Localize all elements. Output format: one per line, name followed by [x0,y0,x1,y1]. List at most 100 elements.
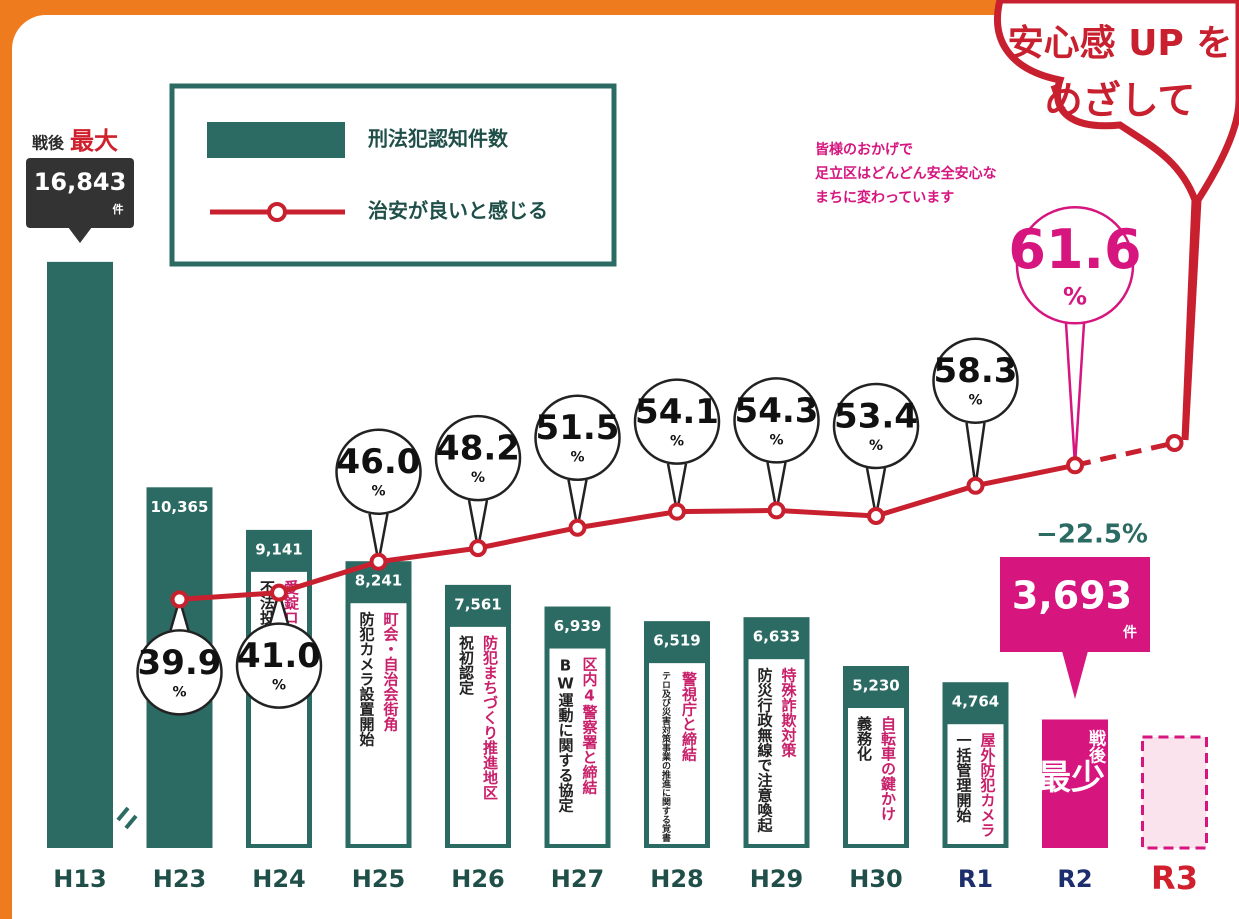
line-point [668,502,686,521]
bar-value-label: 5,230 [852,676,899,694]
line-value-label: 39.9 [138,643,222,683]
bar-note: 防犯まちづくり推進地区 [481,634,499,800]
callout [235,622,323,709]
legend-swatch [207,122,345,158]
bar-note: 防犯カメラ設置開始 [358,610,376,747]
line-point [767,501,786,520]
callout [136,629,223,716]
line-value-label: 61.6 [1008,218,1141,281]
note-line: 皆様のおかげで [815,141,913,158]
bar-note-area [350,603,407,844]
bar-unit-label: 件 [1123,624,1137,641]
bar-note-area [748,659,805,844]
line-unit-label: % [371,484,385,500]
legend-label: 治安が良いと感じる [368,199,548,223]
bar [47,261,113,848]
line-point [369,552,388,571]
line-value-label: 48.2 [436,429,520,469]
line-unit-label: % [471,470,485,486]
max-callout [68,227,92,243]
bar-note-area [947,724,1004,844]
line-point [966,476,985,495]
bar-unit-label: 件 [113,202,124,216]
x-tick-label: R1 [958,865,993,893]
slogan-line: めざして [1045,79,1196,123]
callout [335,428,422,515]
line [179,462,1076,602]
line-point [170,590,189,609]
slogan-bubble [994,0,1239,441]
line-point [568,518,587,537]
slogan-line: 安心感 UP を [1008,23,1233,64]
bar-note: 自転車の鍵かけ [879,715,897,821]
bar-note: 義務化 [855,715,873,761]
callout [1015,206,1135,325]
line-value-label: 41.0 [237,636,321,676]
x-tick-label: H24 [252,865,305,893]
line-unit-label: % [172,684,186,700]
max-prefix: 戦後 [32,134,65,153]
bar-value-label: 6,939 [554,617,601,635]
min-callout [1000,557,1150,652]
line-unit-label: % [968,393,982,409]
bar-note: 町会・自治会街角 [382,611,400,732]
bar-note-area [848,707,904,844]
x-tick-label: H26 [451,865,504,893]
bar-note: 特殊詐欺対策 [780,666,798,758]
line-unit-label: % [1063,282,1087,310]
line-unit-label: % [670,434,684,450]
callout [832,382,920,470]
note-line: まちに変わっています [815,189,954,206]
x-tick-label: H28 [650,865,703,893]
callout [534,394,621,481]
line-value-label: 54.1 [635,392,719,432]
line-value-label: 54.3 [735,391,819,431]
line-unit-label: % [570,450,584,466]
line-value-label: 46.0 [337,442,421,482]
max-callout [26,158,134,228]
bar-note: 警視庁と締結 [680,670,698,762]
callout [733,377,820,464]
line-value-label: 51.5 [536,408,620,448]
bar-note-area [450,626,506,844]
bar-value-label: 10,365 [151,498,209,516]
axis-break [116,806,138,830]
bar-value-label: 16,843 [34,168,127,196]
line-point [469,539,487,558]
x-tick-label: H25 [352,865,405,893]
x-tick-label: H13 [53,865,106,893]
line-unit-label: % [769,432,783,448]
x-tick-label: H27 [551,865,604,893]
bar-note-area [649,663,705,844]
note-line: 足立区はどんどん安全安心な [815,165,997,182]
bar-value-label: 6,519 [653,632,700,650]
bar [1042,719,1108,848]
bar-note: BW運動に関する協定 [557,657,575,814]
callout [932,337,1019,424]
line-point [270,583,288,602]
placeholder-bar [1141,735,1208,850]
max-main: 最大 [70,127,118,155]
trend-extension-point [1165,434,1184,452]
bar-value-label: 7,561 [454,595,501,613]
min-prefix: 戦後 [1085,728,1106,764]
panel [12,15,1239,919]
bar-value-label: 3,693 [1012,574,1132,618]
legend-box [169,83,617,267]
bar-note: 防災行政無線で注意喚起 [756,666,774,833]
bar-value-label: 8,241 [355,572,402,590]
bar-note: 一括管理開始 [955,732,973,823]
x-tick-label: R3 [1151,859,1198,897]
x-tick-label: R2 [1057,865,1092,893]
bar-value-label: 9,141 [255,540,302,558]
line-unit-label: % [869,438,883,454]
x-tick-label: H30 [849,865,902,893]
line-unit-label: % [272,678,286,694]
bar-note-area [549,648,606,844]
bar-value-label: 6,633 [753,628,800,646]
change-label: −22.5% [1036,520,1148,550]
bar-note: 屋外防犯カメラ [979,732,997,837]
line-value-label: 53.4 [834,396,918,436]
legend-label: 刑法犯認知件数 [368,127,509,151]
